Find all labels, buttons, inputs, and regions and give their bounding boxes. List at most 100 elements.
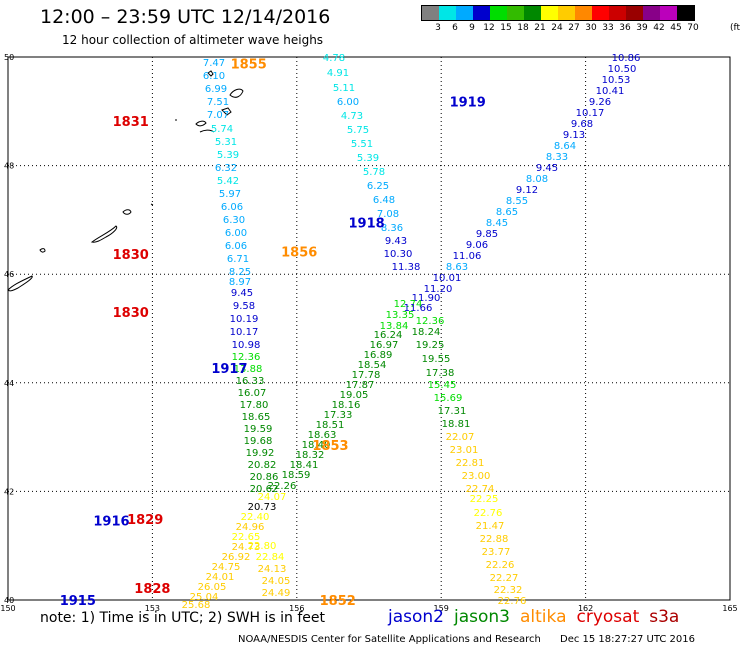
legend-swatch (643, 6, 660, 20)
wave-height-value: 8.55 (506, 196, 528, 207)
wave-height-value: 9.45 (231, 288, 253, 299)
wave-height-value: 25.04 (190, 592, 219, 603)
wave-height-value: 17.80 (240, 400, 269, 411)
longitude-tick-label: 159 (434, 604, 449, 613)
pass-time-label: 1855 (231, 58, 267, 73)
legend-swatch (422, 6, 439, 20)
satellite-label-altika: altika (520, 607, 567, 627)
legend-color-bar (421, 5, 695, 21)
wave-height-value: 6.10 (203, 71, 225, 82)
latitude-tick-label: 42 (4, 487, 14, 496)
wave-height-value: 9.68 (571, 119, 593, 130)
wave-height-value: 18.41 (290, 460, 319, 471)
pass-time-label: 1853 (312, 439, 348, 454)
satellite-label-jason2: jason2 (388, 607, 444, 627)
legend-swatch (524, 6, 541, 20)
wave-height-value: 20.86 (250, 472, 279, 483)
wave-height-value: 22.26 (268, 481, 297, 492)
legend-tick-label: 33 (602, 23, 614, 33)
pass-time-label: 1856 (281, 245, 317, 260)
legend-swatch (490, 6, 507, 20)
wave-height-value: 26.05 (198, 582, 227, 593)
wave-height-value: 6.00 (225, 228, 247, 239)
wave-height-value: 10.17 (230, 327, 259, 338)
legend-swatch (439, 6, 456, 20)
legend-swatch (592, 6, 609, 20)
legend-swatch (558, 6, 575, 20)
credit-text: NOAA/NESDIS Center for Satellite Applica… (238, 634, 541, 645)
wave-height-value: 17.38 (426, 368, 455, 379)
wave-height-value: 24.07 (258, 492, 287, 503)
legend-tick-label: 15 (500, 23, 512, 33)
longitude-tick-label: 162 (578, 604, 593, 613)
wave-height-value: 4.73 (341, 111, 363, 122)
wave-height-value: 17.33 (324, 410, 353, 421)
wave-height-value: 22.76 (498, 596, 527, 607)
wave-height-value: 5.42 (217, 176, 239, 187)
wave-height-value: 5.74 (211, 124, 233, 135)
wave-height-value: 22.25 (470, 494, 499, 505)
wave-height-value: 12.36 (232, 352, 261, 363)
coastline-segment (150, 203, 154, 206)
wave-height-value: 16.24 (374, 330, 403, 341)
wave-height-value: 19.05 (340, 390, 369, 401)
longitude-tick-label: 150 (0, 604, 15, 613)
wave-height-value: 20.62 (250, 484, 279, 495)
longitude-tick-label: 156 (289, 604, 304, 613)
pass-time-label: 1917 (211, 362, 247, 377)
wave-height-value: 13.84 (380, 321, 409, 332)
longitude-tick-label: 165 (722, 604, 737, 613)
footnote: note: 1) Time is in UTC; 2) SWH is in fe… (40, 610, 326, 626)
wave-height-value: 19.68 (244, 436, 273, 447)
wave-height-value: 20.73 (248, 502, 277, 513)
latitude-tick-label: 40 (4, 596, 14, 605)
legend-tick-label: 12 (483, 23, 495, 33)
pass-time-label: 1852 (320, 594, 356, 609)
wave-height-value: 9.12 (516, 185, 538, 196)
wave-height-value: 10.86 (612, 53, 641, 64)
wave-height-value: 18.81 (442, 419, 471, 430)
wave-height-value: 9.85 (476, 229, 498, 240)
wave-height-value: 18.51 (316, 420, 345, 431)
wave-height-value: 22.27 (490, 573, 519, 584)
wave-height-value: 10.50 (608, 64, 637, 75)
wave-height-value: 6.25 (367, 181, 389, 192)
legend-tick-label: 24 (551, 23, 563, 33)
wave-height-value: 21.47 (476, 521, 505, 532)
latitude-tick-label: 48 (4, 162, 14, 171)
wave-height-value: 6.00 (337, 97, 359, 108)
wave-height-value: 5.11 (333, 83, 355, 94)
coastline-segment (221, 107, 232, 116)
wave-height-value: 9.13 (563, 130, 585, 141)
legend-swatch (575, 6, 592, 20)
wave-height-value: 4.78 (323, 53, 345, 64)
wave-height-value: 12.36 (416, 316, 445, 327)
wave-height-value: 22.76 (474, 508, 503, 519)
satellite-label-cryosat: cryosat (576, 607, 640, 627)
wave-height-value: 5.31 (215, 137, 237, 148)
legend-tick-label: 42 (653, 23, 665, 33)
wave-height-value: 19.55 (422, 354, 451, 365)
legend-swatch (507, 6, 524, 20)
wave-height-value: 5.39 (357, 153, 379, 164)
coastline-segment (39, 248, 46, 253)
wave-height-value: 8.63 (446, 262, 468, 273)
wave-height-value: 10.17 (576, 108, 605, 119)
wave-height-value: 10.53 (602, 75, 631, 86)
wave-height-value: 10.41 (596, 86, 625, 97)
wave-height-value: 6.06 (221, 202, 243, 213)
legend-swatch (626, 6, 643, 20)
wave-height-value: 5.78 (363, 167, 385, 178)
pass-time-label: 1830 (113, 306, 149, 321)
wave-height-value: 24.96 (236, 522, 265, 533)
wave-height-value: 8.65 (496, 207, 518, 218)
wave-height-value: 6.71 (227, 254, 249, 265)
wave-height-value: 7.47 (203, 58, 225, 69)
pass-time-label: 1918 (348, 217, 384, 232)
wave-height-value: 22.65 (232, 532, 261, 543)
wave-height-value: 8.08 (526, 174, 548, 185)
wave-height-value: 22.07 (446, 432, 475, 443)
wave-height-value: 22.74 (466, 484, 495, 495)
wave-height-value: 17.31 (438, 406, 467, 417)
